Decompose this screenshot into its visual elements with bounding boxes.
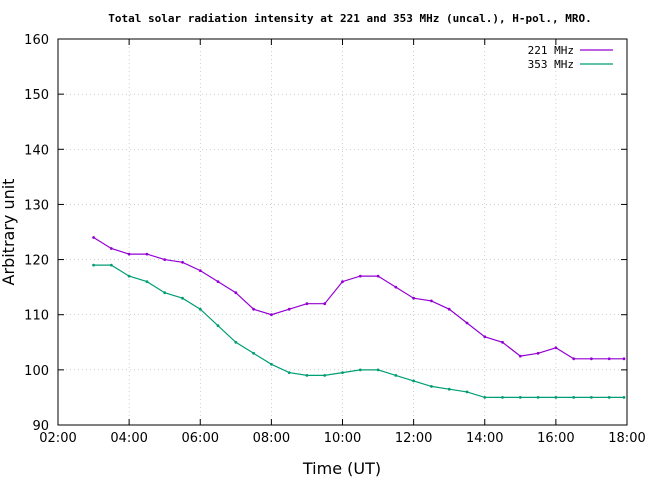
data-point xyxy=(252,307,256,311)
x-tick-label: 02:00 xyxy=(39,431,76,446)
y-tick-label: 100 xyxy=(24,364,49,379)
data-point xyxy=(358,274,362,278)
y-tick-label: 150 xyxy=(24,88,49,103)
chart-title: Total solar radiation intensity at 221 a… xyxy=(108,12,591,25)
data-point xyxy=(622,357,626,361)
data-point xyxy=(305,302,309,306)
y-tick-label: 130 xyxy=(24,198,49,213)
x-tick-label: 14:00 xyxy=(466,431,503,446)
series-line-2 xyxy=(93,264,624,398)
data-point xyxy=(358,368,362,372)
data-point xyxy=(536,351,540,355)
data-point xyxy=(109,247,113,250)
data-point xyxy=(430,385,433,388)
legend-label: 353 MHz xyxy=(528,58,574,71)
y-tick-label: 120 xyxy=(24,254,49,269)
x-tick-label: 04:00 xyxy=(110,431,147,446)
data-point xyxy=(109,263,113,267)
data-point xyxy=(145,280,149,283)
series-group xyxy=(92,236,626,399)
data-point xyxy=(198,269,202,272)
data-point xyxy=(127,252,131,256)
data-point xyxy=(287,307,291,311)
x-tick-label: 16:00 xyxy=(537,431,574,446)
legend-label: 221 MHz xyxy=(528,44,574,57)
data-point xyxy=(412,379,415,383)
data-point xyxy=(305,374,309,377)
data-point xyxy=(622,396,626,399)
data-point xyxy=(554,396,558,399)
y-tick-label: 90 xyxy=(32,419,49,434)
data-point xyxy=(572,396,576,399)
grid xyxy=(58,39,627,425)
data-point xyxy=(270,362,273,366)
data-point xyxy=(394,285,398,289)
data-point xyxy=(590,357,593,361)
data-point xyxy=(590,396,593,399)
data-point xyxy=(252,351,256,355)
data-point xyxy=(483,396,487,399)
x-tick-label: 18:00 xyxy=(608,431,645,446)
data-point xyxy=(163,258,167,261)
data-point xyxy=(572,357,576,361)
data-point xyxy=(430,299,433,303)
y-axis-label: Arbitrary unit xyxy=(0,179,18,286)
data-point xyxy=(465,321,469,325)
x-axis-label: Time (UT) xyxy=(302,459,381,478)
data-point xyxy=(92,236,95,239)
y-tick-label: 160 xyxy=(24,33,49,48)
data-point xyxy=(92,263,95,267)
data-point xyxy=(501,340,504,344)
data-point xyxy=(394,374,398,377)
data-point xyxy=(145,252,149,256)
x-tick-label: 06:00 xyxy=(182,431,219,446)
data-point xyxy=(536,396,540,399)
x-tick-label: 08:00 xyxy=(253,431,290,446)
data-point xyxy=(181,296,184,300)
tick-group: 02:00 04:00 06:00 08:00 10:00 12:00 14:00 16:00… xyxy=(24,33,646,446)
data-point xyxy=(181,260,184,264)
data-point xyxy=(412,296,415,300)
data-point xyxy=(287,371,291,374)
data-point xyxy=(518,354,522,358)
x-tick-label: 12:00 xyxy=(395,431,432,446)
data-point xyxy=(234,291,238,295)
series-line-1 xyxy=(93,236,624,360)
data-point xyxy=(323,302,327,306)
data-point xyxy=(163,291,167,295)
data-point xyxy=(216,280,220,283)
data-point xyxy=(341,280,344,283)
data-point xyxy=(198,307,202,311)
data-point xyxy=(518,396,522,399)
data-point xyxy=(447,387,451,391)
data-point xyxy=(127,274,131,278)
data-point xyxy=(323,374,327,377)
data-point xyxy=(376,368,380,372)
data-point xyxy=(447,307,451,311)
y-tick-label: 110 xyxy=(24,309,49,324)
data-point xyxy=(501,396,504,399)
y-tick-label: 140 xyxy=(24,143,49,158)
data-point xyxy=(607,357,611,361)
x-tick-label: 10:00 xyxy=(324,431,361,446)
data-point xyxy=(554,346,558,350)
data-point xyxy=(376,274,380,278)
data-point xyxy=(216,324,220,328)
data-point xyxy=(607,396,611,399)
data-point xyxy=(465,390,469,394)
data-point xyxy=(234,340,238,344)
data-point xyxy=(270,313,273,317)
data-point xyxy=(341,371,344,374)
data-point xyxy=(483,335,487,339)
